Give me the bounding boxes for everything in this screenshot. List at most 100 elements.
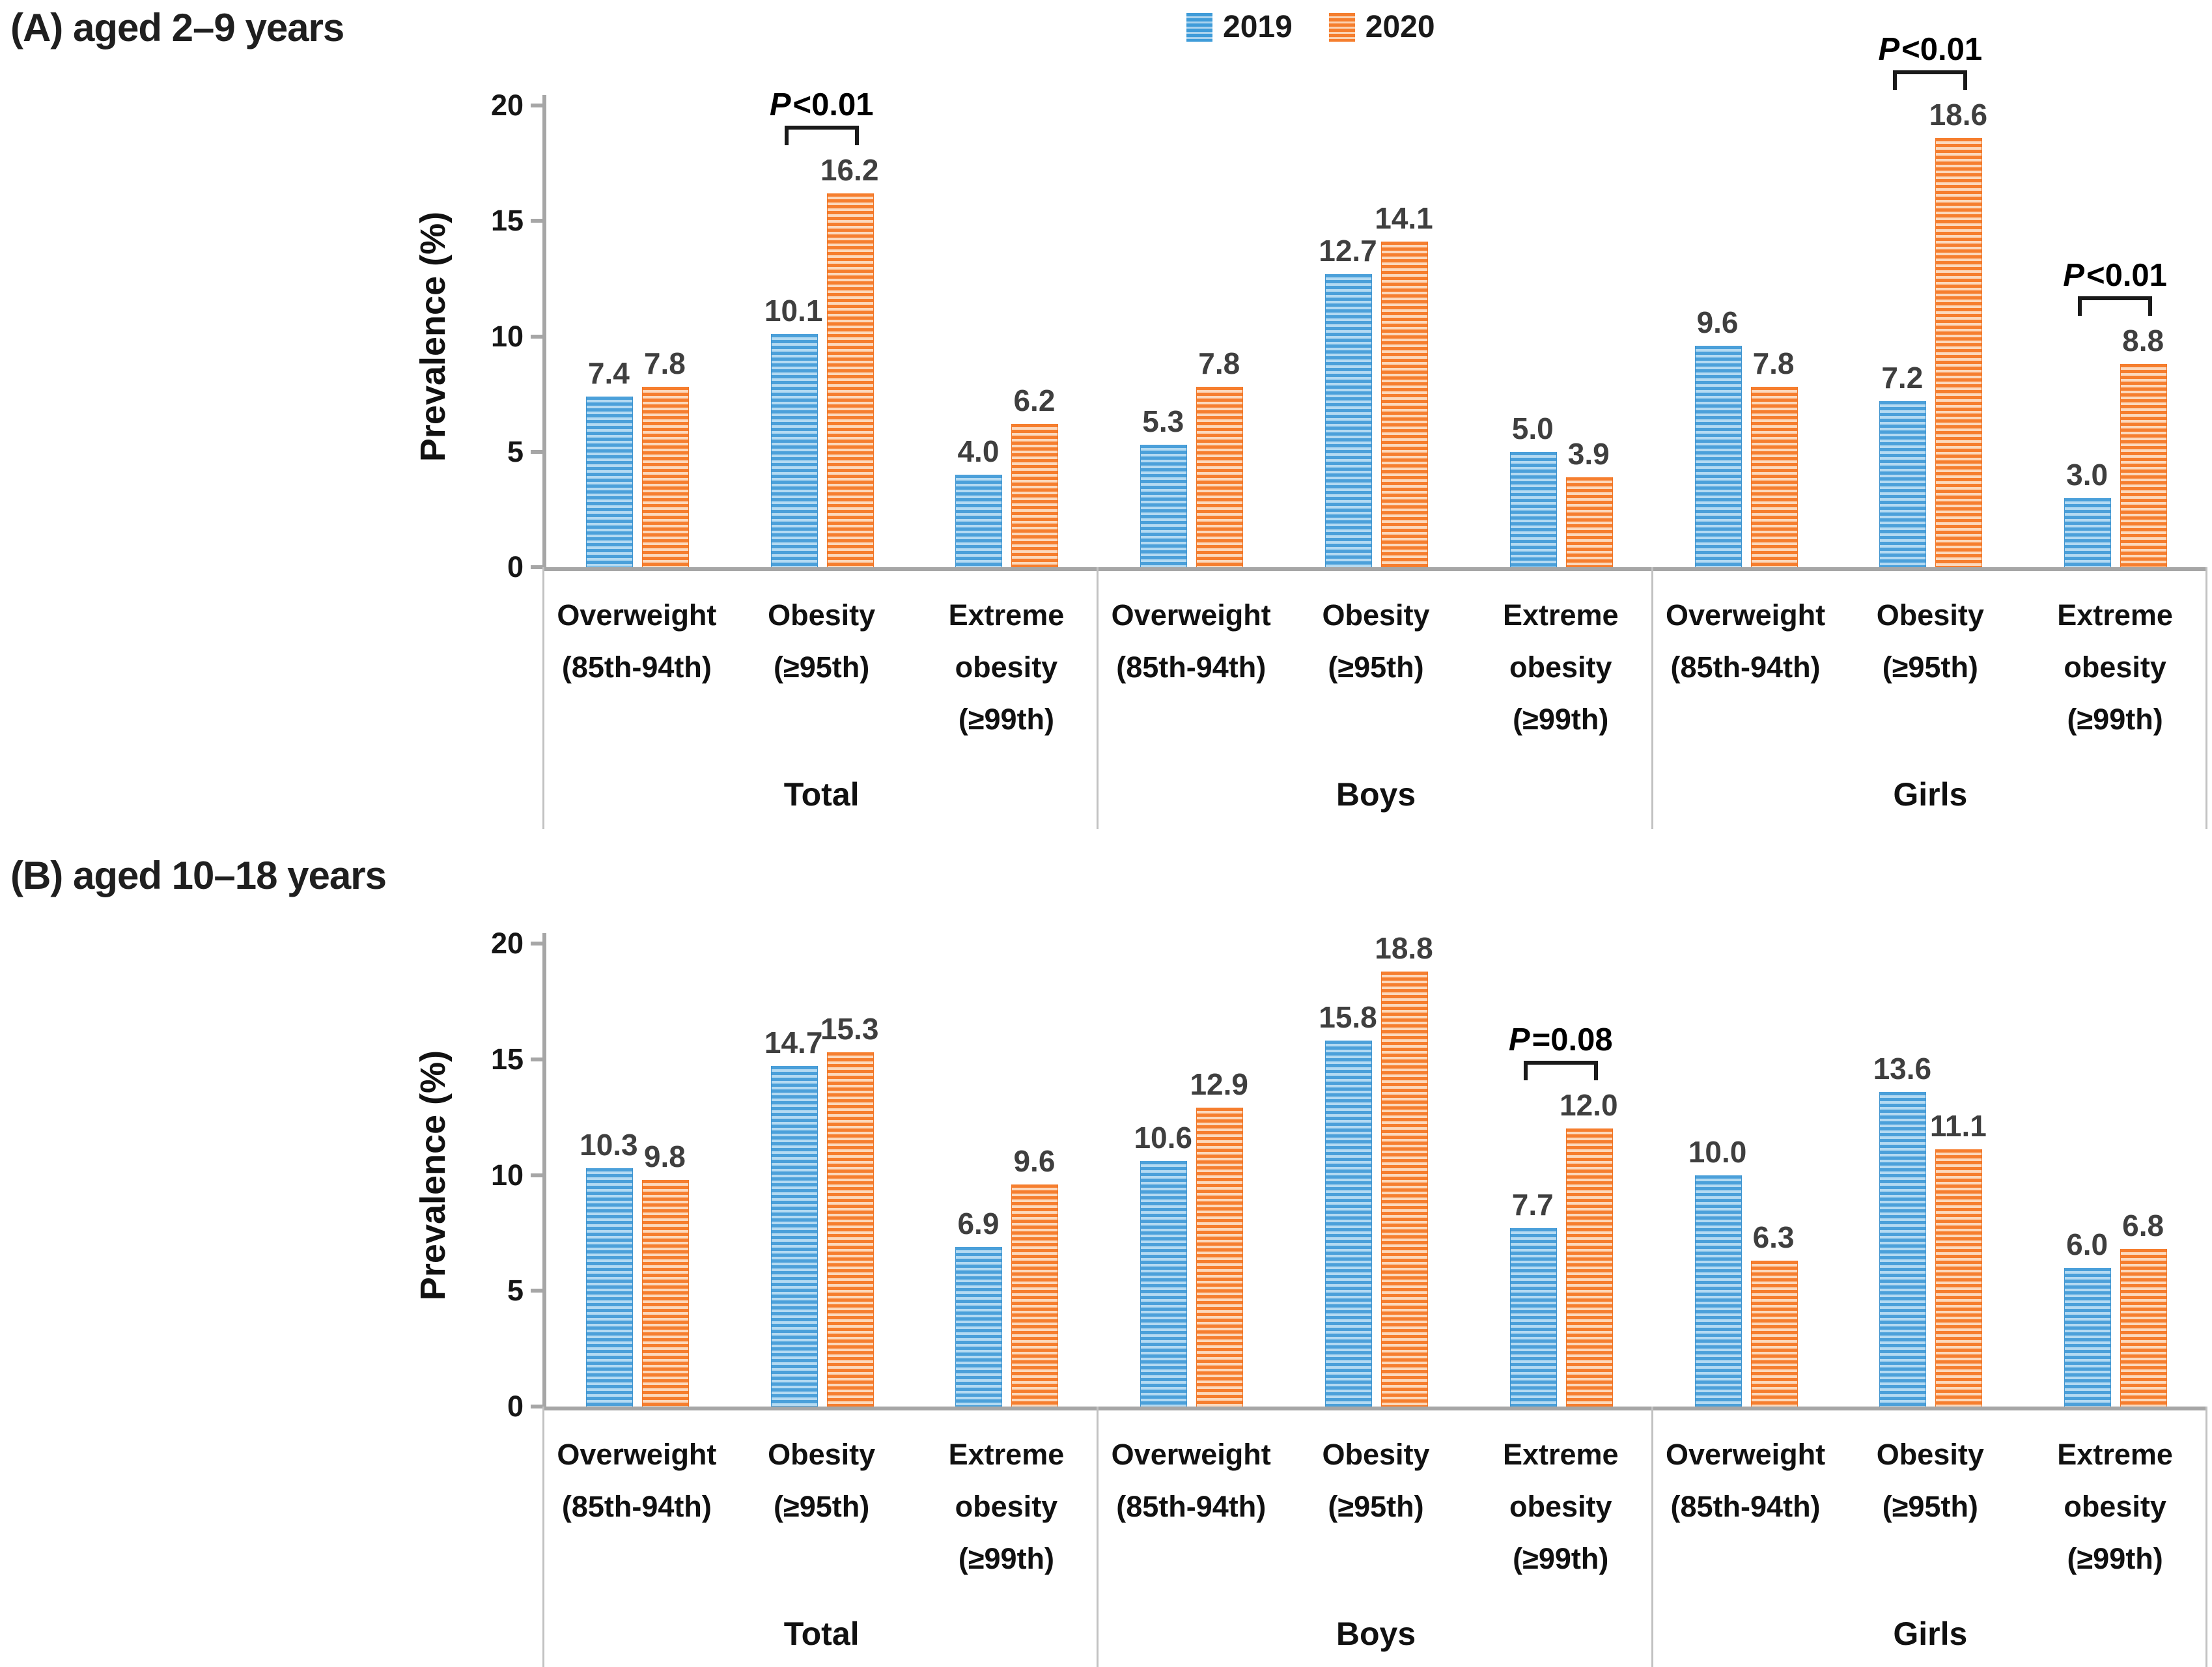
section-divider <box>1097 567 1099 829</box>
category-label-line: (85th-94th) <box>1670 1490 1821 1523</box>
group-label: Total <box>783 776 860 813</box>
category-label-line: (85th-94th) <box>1116 651 1267 684</box>
value-label: 7.8 <box>643 346 686 381</box>
category-label: Overweight (85th-94th) <box>1653 1429 1838 1533</box>
value-label: 18.6 <box>1929 97 1988 132</box>
category-label-line: (85th-94th) <box>561 651 712 684</box>
value-label: 6.8 <box>2122 1209 2164 1243</box>
category-label: Overweight (85th-94th) <box>544 589 729 693</box>
category-label-line: Overweight <box>1111 598 1271 632</box>
value-label: 3.0 <box>2066 457 2108 492</box>
bar-2020 <box>1196 387 1244 567</box>
value-label: 7.7 <box>1511 1188 1554 1222</box>
bar-chart-a: Prevalence (%) 0 5 10 15 20 Total Overweight (85… <box>413 31 2207 829</box>
category-label-line: obesity <box>1509 1490 1612 1523</box>
category-label-line: (≥95th) <box>774 651 870 684</box>
category-label-line: Extreme <box>2057 598 2173 632</box>
legend-swatch-2019-icon <box>1186 12 1212 42</box>
category-label: Obesity (≥95th) <box>1283 589 1468 693</box>
value-label: 7.2 <box>1881 360 1924 395</box>
legend-item-2019: 2019 <box>1186 9 1293 45</box>
category-label-line: Obesity <box>1322 1438 1430 1471</box>
y-tick-mark-icon <box>531 1057 542 1061</box>
category-label-line: (≥99th) <box>1513 1542 1609 1575</box>
category-label-line: (85th-94th) <box>1670 651 1821 684</box>
value-label: 12.9 <box>1190 1067 1248 1102</box>
value-label: 10.0 <box>1688 1134 1747 1169</box>
category-label-line: (≥95th) <box>1882 1490 1978 1523</box>
bar-2020 <box>1935 137 1983 567</box>
bar-2019 <box>1509 451 1557 567</box>
panel-a-title: (A) aged 2–9 years <box>10 6 344 49</box>
category-label-line: obesity <box>955 651 1058 684</box>
significance-bracket-icon <box>2078 296 2153 316</box>
bar-2020 <box>826 1052 874 1407</box>
bar-2020 <box>1565 1128 1613 1407</box>
section-divider <box>542 1407 544 1667</box>
x-axis-line <box>542 567 2207 571</box>
value-label: 12.0 <box>1560 1088 1618 1123</box>
y-tick-mark-icon <box>531 334 542 339</box>
group-label: Boys <box>1336 1616 1416 1652</box>
group-label: Girls <box>1893 776 1968 813</box>
category-label-line: (85th-94th) <box>1116 1490 1267 1523</box>
category-label-line: (≥99th) <box>958 703 1055 736</box>
bar-2019 <box>585 1168 633 1407</box>
category-label-line: (≥99th) <box>2067 703 2163 736</box>
category-label: Obesity (≥95th) <box>1838 1429 2023 1533</box>
category-label-line: obesity <box>2064 1490 2166 1523</box>
category-label-line: Extreme <box>1502 1438 1619 1471</box>
y-axis-line <box>542 933 546 1409</box>
bar-2019 <box>1325 273 1372 567</box>
value-label: 18.8 <box>1375 931 1433 965</box>
bar-2019 <box>955 475 1003 567</box>
bar-2020 <box>2120 364 2168 567</box>
value-label: 14.1 <box>1375 201 1433 236</box>
y-tick-label: 10 <box>490 1158 524 1192</box>
bar-2019 <box>955 1246 1003 1407</box>
value-label: 9.6 <box>1696 305 1739 339</box>
section-divider <box>2205 1407 2207 1667</box>
bar-2020 <box>1381 242 1428 567</box>
y-tick-label: 0 <box>507 550 524 583</box>
legend-swatch-2020-icon <box>1328 12 1355 42</box>
y-tick-label: 5 <box>507 1274 524 1308</box>
y-tick-mark-icon <box>531 1405 542 1408</box>
value-label: 10.3 <box>580 1127 638 1162</box>
category-label: Obesity (≥95th) <box>1283 1429 1468 1533</box>
value-label: 5.0 <box>1511 411 1554 445</box>
section-divider <box>1651 567 1653 829</box>
value-label: 11.1 <box>1929 1109 1987 1143</box>
section-divider <box>542 567 544 829</box>
legend-label-2020: 2020 <box>1365 10 1435 44</box>
bar-2019 <box>1694 1175 1742 1407</box>
section-divider <box>2205 567 2207 829</box>
p-value-text: P<0.01 <box>769 87 874 122</box>
bar-2019 <box>2064 497 2112 567</box>
category-label: Overweight (85th-94th) <box>544 1429 729 1533</box>
y-axis-line <box>542 95 546 570</box>
bar-2020 <box>1565 477 1613 567</box>
category-label: Overweight (85th-94th) <box>1099 589 1283 693</box>
category-label: Extreme obesity (≥99th) <box>2023 589 2207 746</box>
bar-2020 <box>1011 424 1059 567</box>
category-label-line: Obesity <box>1876 1438 1984 1471</box>
value-label: 7.8 <box>1198 346 1240 381</box>
category-label-line: Overweight <box>557 1438 717 1471</box>
bar-2019 <box>1879 400 1927 567</box>
value-label: 7.8 <box>1752 346 1795 381</box>
p-value-annotation: P<0.01 <box>1826 31 2034 90</box>
bar-2019 <box>585 396 633 567</box>
bar-2020 <box>641 387 689 567</box>
y-tick-mark-icon <box>531 1289 542 1293</box>
group-label: Total <box>783 1616 860 1652</box>
category-label-line: (≥95th) <box>774 1490 870 1523</box>
category-label: Extreme obesity (≥99th) <box>1468 589 1653 746</box>
group-label: Boys <box>1336 776 1416 813</box>
significance-bracket-icon <box>1523 1061 1598 1081</box>
bar-2020 <box>2120 1249 2168 1407</box>
bar-2020 <box>1935 1149 1983 1407</box>
value-label: 10.6 <box>1134 1121 1192 1155</box>
p-value-text: P=0.08 <box>1508 1022 1613 1058</box>
bar-2020 <box>1381 971 1428 1407</box>
